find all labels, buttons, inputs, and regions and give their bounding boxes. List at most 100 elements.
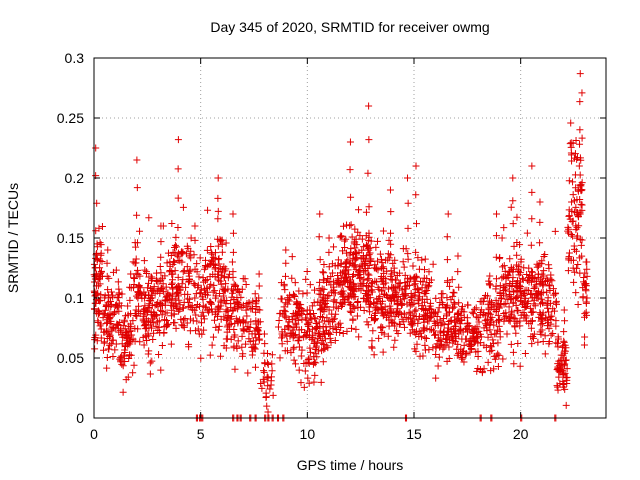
data-point <box>367 280 375 288</box>
data-point <box>544 308 552 316</box>
data-point <box>516 362 524 370</box>
data-point <box>455 330 463 338</box>
data-point <box>171 267 179 275</box>
data-point <box>123 333 131 341</box>
data-point <box>212 292 220 300</box>
data-point <box>168 220 176 228</box>
data-point <box>563 365 571 373</box>
data-point <box>393 327 401 335</box>
data-point <box>261 359 269 367</box>
data-point <box>349 316 357 324</box>
data-point <box>351 304 359 312</box>
data-point <box>365 102 373 110</box>
data-point <box>378 309 386 317</box>
data-point <box>278 340 286 348</box>
data-point <box>486 310 494 318</box>
data-point <box>343 258 351 266</box>
data-point <box>207 249 215 257</box>
x-tick-label: 15 <box>406 426 422 442</box>
data-point <box>320 328 328 336</box>
data-point <box>134 266 142 274</box>
data-point <box>126 327 134 335</box>
data-point <box>436 329 444 337</box>
data-point <box>327 339 335 347</box>
data-point <box>521 350 529 358</box>
data-point <box>320 261 328 269</box>
data-point <box>353 254 361 262</box>
data-point <box>437 338 445 346</box>
data-point <box>117 302 125 310</box>
data-point <box>295 287 303 295</box>
data-point <box>379 348 387 356</box>
data-point <box>487 319 495 327</box>
data-point <box>156 263 164 271</box>
data-point <box>522 314 530 322</box>
data-point <box>565 212 573 220</box>
data-point <box>207 280 215 288</box>
data-point <box>415 328 423 336</box>
data-point <box>146 370 154 378</box>
data-point <box>264 408 272 416</box>
data-point <box>512 280 520 288</box>
data-point <box>175 296 183 304</box>
data-point <box>387 208 395 216</box>
data-point <box>536 259 544 267</box>
data-point <box>554 383 562 391</box>
data-point <box>458 353 466 361</box>
data-point <box>439 290 447 298</box>
data-point <box>362 208 370 216</box>
data-point <box>305 354 313 362</box>
data-point <box>572 203 580 211</box>
data-point <box>229 306 237 314</box>
data-point <box>101 338 109 346</box>
data-point <box>508 309 516 317</box>
data-point <box>134 325 142 333</box>
data-point <box>179 268 187 276</box>
data-point <box>92 144 100 152</box>
data-point <box>107 288 115 296</box>
data-point <box>195 330 203 338</box>
data-point <box>104 291 112 299</box>
data-point <box>243 312 251 320</box>
data-point <box>569 191 577 199</box>
data-point <box>456 325 464 333</box>
data-point <box>305 319 313 327</box>
chart-title: Day 345 of 2020, SRMTID for receiver owm… <box>210 19 489 35</box>
data-point <box>552 317 560 325</box>
data-point <box>445 343 453 351</box>
data-point <box>286 332 294 340</box>
data-point <box>345 270 353 278</box>
data-point <box>396 309 404 317</box>
data-point <box>214 242 222 250</box>
data-point <box>567 143 575 151</box>
data-point <box>392 276 400 284</box>
data-point <box>245 335 253 343</box>
data-point <box>133 312 141 320</box>
data-point <box>306 306 314 314</box>
data-point <box>159 280 167 288</box>
data-point <box>108 323 116 331</box>
data-point <box>545 282 553 290</box>
data-point <box>530 274 538 282</box>
data-point <box>386 294 394 302</box>
data-point <box>264 374 272 382</box>
data-point <box>186 266 194 274</box>
data-point <box>117 352 125 360</box>
data-point <box>325 234 333 242</box>
data-point <box>500 262 508 270</box>
data-point <box>129 258 137 266</box>
data-point <box>315 233 323 241</box>
data-point <box>320 269 328 277</box>
data-point <box>319 268 327 276</box>
data-point <box>302 275 310 283</box>
data-point <box>357 262 365 270</box>
data-point <box>197 354 205 362</box>
data-point <box>249 343 257 351</box>
data-point <box>358 235 366 243</box>
data-point <box>578 206 586 214</box>
data-point <box>400 263 408 271</box>
data-point <box>561 317 569 325</box>
data-point <box>276 354 284 362</box>
data-point <box>580 341 588 349</box>
data-point <box>375 334 383 342</box>
